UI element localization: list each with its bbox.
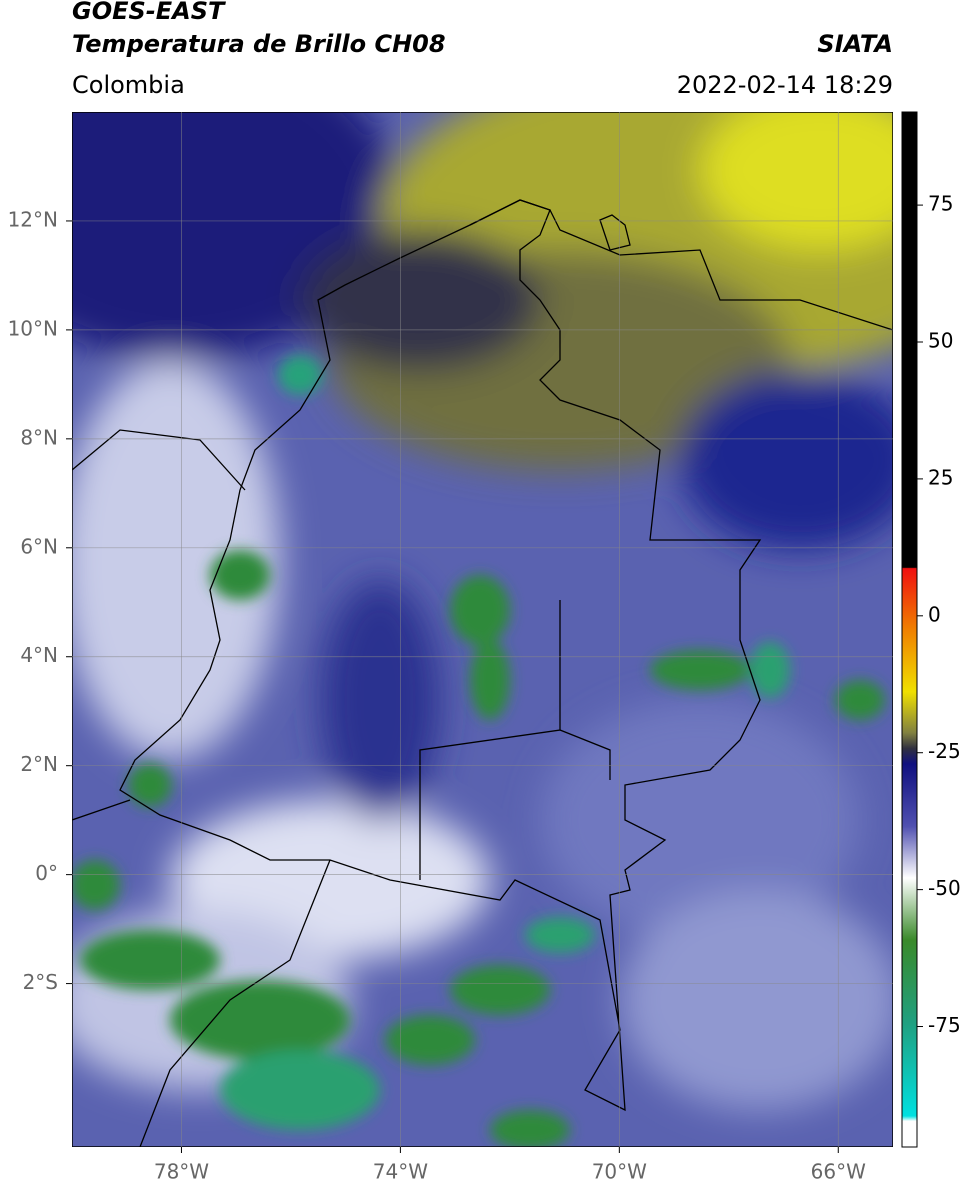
y-tick-label: 0° (35, 861, 58, 885)
colorbar (901, 111, 918, 1148)
colorbar-tick-label: -75 (928, 1013, 961, 1037)
satellite-image (72, 112, 893, 1147)
x-tick-label: 70°W (592, 1160, 647, 1184)
colorbar-tick-label: 75 (928, 192, 953, 216)
region: Colombia (72, 71, 185, 99)
x-tick-label: 78°W (154, 1160, 209, 1184)
y-tick-label: 12°N (8, 207, 58, 231)
satellite-title: GOES-EAST (72, 0, 226, 25)
y-tick-label: 6°N (20, 534, 58, 558)
colorbar-tick-label: -50 (928, 876, 961, 900)
y-tick-label: 10°N (8, 316, 58, 340)
colorbar-tick-label: 50 (928, 329, 953, 353)
colorbar-tick-label: 25 (928, 465, 953, 489)
x-tick-label: 74°W (373, 1160, 428, 1184)
y-tick-label: 2°N (20, 752, 58, 776)
y-tick-label: 4°N (20, 643, 58, 667)
x-tick-label: 66°W (811, 1160, 866, 1184)
colorbar-tick-label: -25 (928, 739, 961, 763)
colorbar-tick-label: 0 (928, 602, 941, 626)
institution: SIATA (817, 30, 893, 58)
product-title: Temperatura de Brillo CH08 (72, 30, 446, 58)
y-tick-label: 8°N (20, 425, 58, 449)
datetime: 2022-02-14 18:29 (677, 71, 893, 99)
y-tick-label: 2°S (23, 970, 58, 994)
